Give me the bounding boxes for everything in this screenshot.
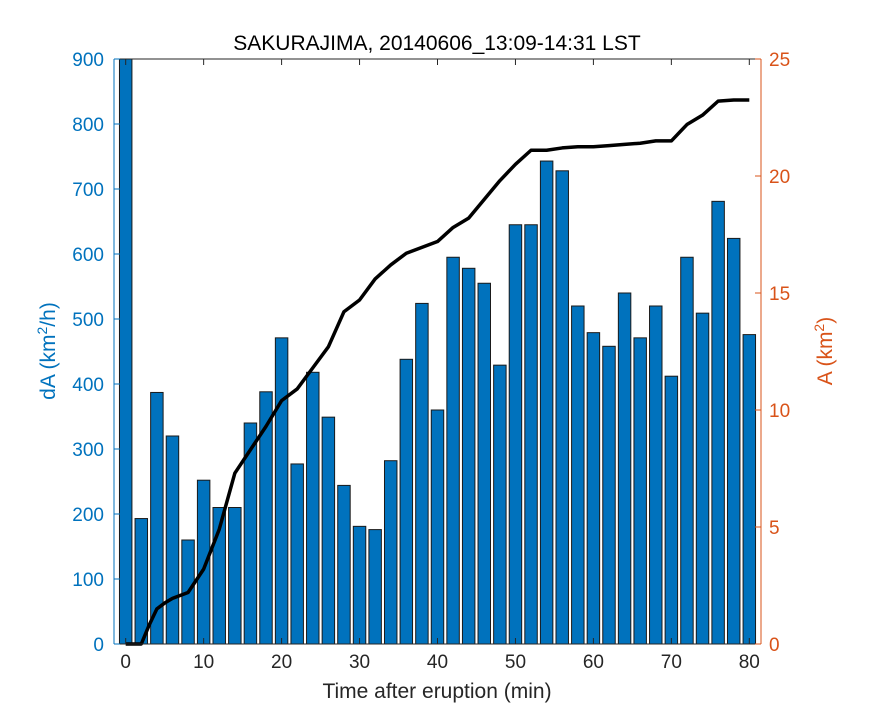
y-left-tick-label-0: 0 [93, 635, 104, 656]
bar-25 [508, 224, 523, 645]
y-right-tick-label-0: 0 [769, 635, 780, 656]
bar-28 [555, 170, 569, 645]
x-tick-label-0: 0 [120, 652, 131, 673]
x-tick-label-3: 30 [349, 652, 370, 673]
y-left-tick-label-9: 900 [72, 50, 104, 71]
x-tick-label-8: 80 [739, 652, 760, 673]
bar-13 [321, 416, 336, 645]
y-left-tick-label-2: 200 [72, 505, 104, 526]
line-series [125, 98, 750, 646]
bar-26 [524, 224, 538, 645]
x-tick-label-2: 20 [271, 652, 292, 673]
bar-12 [306, 371, 320, 645]
y-axis-left-label-tail: /h) [37, 302, 60, 327]
bar-32 [617, 292, 632, 645]
bar-37 [695, 312, 710, 645]
y-left-tick-label-8: 800 [72, 115, 104, 136]
chart-title: SAKURAJIMA, 20140606_13:09-14:31 LST [233, 32, 641, 55]
x-axis-label: Time after eruption (min) [322, 680, 551, 703]
bar-9 [259, 391, 273, 645]
bar-14 [337, 484, 351, 645]
bar-19 [415, 302, 429, 645]
bar-20 [430, 409, 445, 645]
bar-16 [368, 529, 382, 645]
x-ticks: 0 10 20 30 40 50 60 70 80 [120, 59, 760, 673]
bar-33 [633, 337, 647, 645]
y-right-tick-label-3: 15 [769, 284, 790, 305]
bar-22 [461, 267, 476, 645]
x-tick-label-5: 50 [505, 652, 526, 673]
bar-23 [477, 282, 491, 645]
y-right-tick-label-2: 10 [769, 401, 790, 422]
bar-39 [726, 237, 741, 645]
bar-15 [352, 525, 367, 645]
y-left-tick-label-3: 300 [72, 440, 104, 461]
x-tick-label-7: 70 [661, 652, 682, 673]
y-axis-right-label-tail: ) [814, 317, 837, 324]
bar-17 [383, 460, 398, 645]
bar-40 [742, 334, 757, 645]
y-left-tick-label-4: 400 [72, 375, 104, 396]
y-axis-left-label: dA (km2/h) [34, 302, 60, 400]
y-right-ticks: 0 5 10 15 20 25 [755, 50, 790, 656]
bar-18 [399, 358, 414, 645]
y-axis-left-label-sup: 2 [34, 326, 50, 334]
y-left-tick-label-1: 100 [72, 570, 104, 591]
y-axis-right-label: A (km2) [811, 317, 837, 385]
cumulative-area-line [125, 98, 750, 646]
x-tick-label-6: 60 [583, 652, 604, 673]
bar-1 [134, 518, 149, 645]
y-left-ticks: 0 100 200 300 400 500 600 700 800 900 [72, 50, 120, 656]
bar-27 [539, 160, 554, 645]
bar-21 [446, 256, 460, 645]
bar-0 [118, 58, 133, 645]
bar-3 [165, 435, 180, 645]
y-right-tick-label-5: 25 [769, 50, 790, 71]
y-axis-right-label-base: A (km [814, 332, 837, 386]
y-left-tick-label-5: 500 [72, 310, 104, 331]
y-left-tick-label-7: 700 [72, 180, 104, 201]
bar-30 [586, 332, 601, 645]
y-axis-right-label-sup: 2 [811, 324, 827, 332]
bar-11 [290, 463, 304, 645]
bar-29 [571, 305, 585, 645]
bar-24 [493, 364, 507, 645]
bar-35 [664, 375, 679, 645]
y-right-tick-label-1: 5 [769, 518, 780, 539]
y-right-tick-label-4: 20 [769, 167, 790, 188]
bar-31 [602, 345, 616, 645]
bar-34 [649, 305, 663, 645]
bar-38 [711, 200, 725, 645]
y-axis-left-label-base: dA (km [37, 334, 60, 399]
x-tick-label-4: 40 [427, 652, 448, 673]
bar-series [118, 58, 757, 645]
y-left-tick-label-6: 600 [72, 245, 104, 266]
bar-36 [680, 256, 694, 645]
bar-7 [228, 507, 242, 645]
x-tick-label-1: 10 [193, 652, 214, 673]
bar-10 [274, 337, 289, 645]
